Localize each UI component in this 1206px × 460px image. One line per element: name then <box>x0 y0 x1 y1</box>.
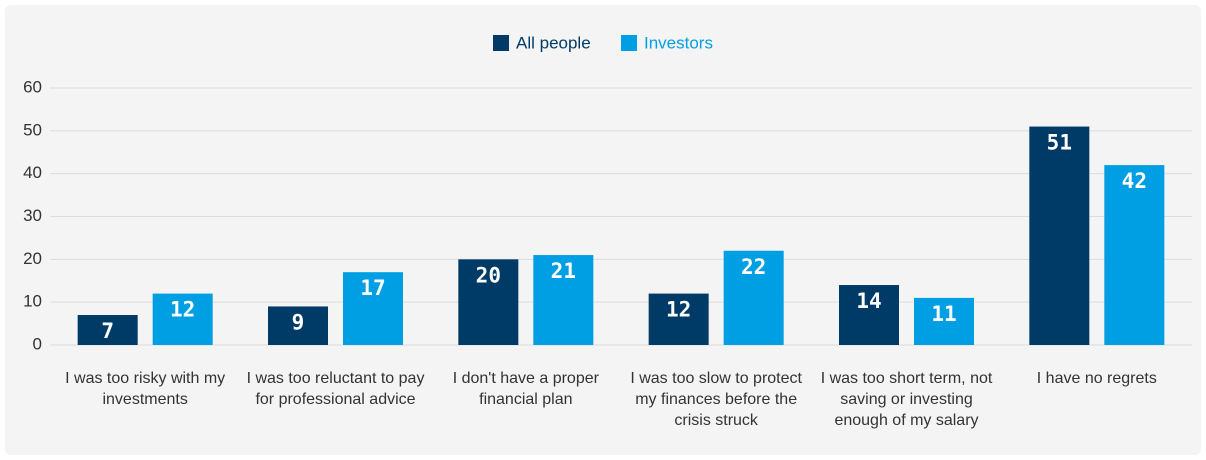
y-tick-label: 50 <box>23 120 42 139</box>
bar <box>1104 165 1165 345</box>
y-tick-label: 30 <box>23 206 42 225</box>
bar <box>77 315 138 345</box>
value-label: 21 <box>551 259 576 283</box>
legend-swatch <box>493 35 509 51</box>
bar <box>458 259 519 345</box>
x-tick-label: I was too reluctant to pay for professio… <box>246 370 425 408</box>
legend-swatch <box>621 35 637 51</box>
value-label: 12 <box>170 298 195 322</box>
y-tick-label: 0 <box>33 334 42 353</box>
bar <box>152 293 213 345</box>
y-tick-label: 60 <box>23 77 42 96</box>
x-tick-label: I don't have a proper financial plan <box>452 370 599 408</box>
legend-label: All people <box>516 33 591 52</box>
value-label: 51 <box>1047 131 1072 155</box>
bar <box>914 297 974 345</box>
legend-label: Investors <box>644 33 713 52</box>
value-label: 42 <box>1122 169 1147 193</box>
bar <box>648 293 709 345</box>
bar <box>533 255 594 345</box>
x-tick-label: I was too slow to protect my finances be… <box>630 370 802 429</box>
x-tick-label: I was too short term, not saving or inve… <box>820 370 993 429</box>
value-label: 17 <box>360 276 385 300</box>
y-tick-label: 10 <box>23 292 42 311</box>
bar <box>839 285 899 345</box>
value-label: 12 <box>666 298 691 322</box>
bar <box>268 306 328 345</box>
value-label: 22 <box>741 255 766 279</box>
value-label: 14 <box>856 289 881 313</box>
bar <box>1029 126 1090 345</box>
bar <box>343 272 403 345</box>
y-tick-label: 20 <box>23 249 42 268</box>
x-tick-label: I have no regrets <box>1036 370 1157 387</box>
y-tick-label: 40 <box>23 163 42 182</box>
value-label: 9 <box>292 310 305 334</box>
value-label: 7 <box>101 319 114 343</box>
value-label: 11 <box>931 302 956 326</box>
x-tick-label: I was too risky with my investments <box>65 370 226 408</box>
value-label: 20 <box>476 263 501 287</box>
panel <box>5 5 1201 455</box>
bar <box>723 250 784 345</box>
